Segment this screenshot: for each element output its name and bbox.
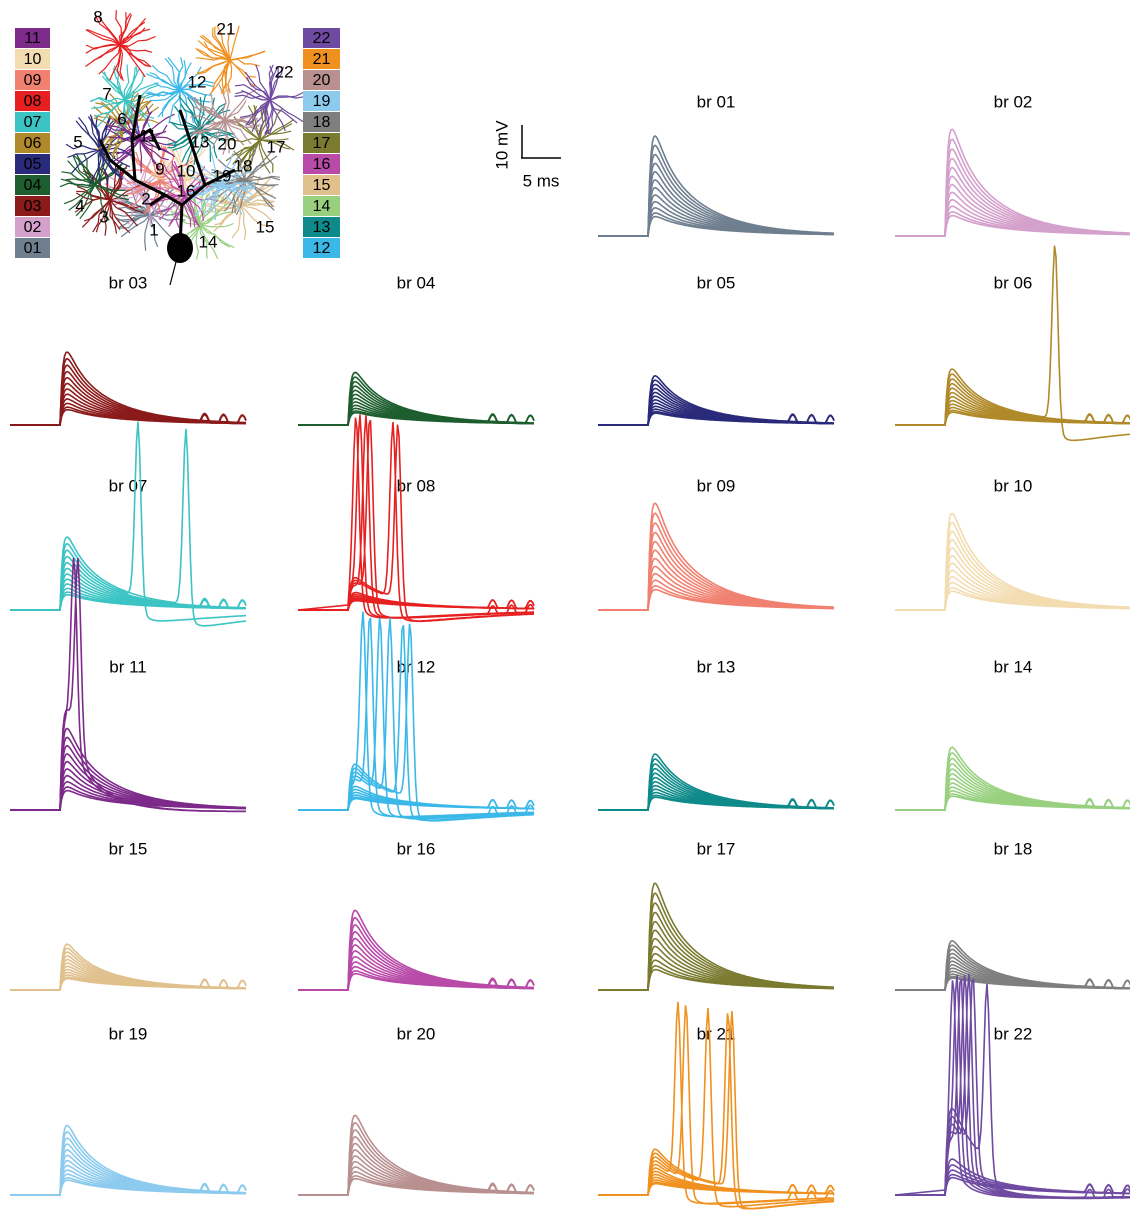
legend-label: 15	[313, 177, 331, 194]
panel-title: br 20	[397, 1024, 436, 1043]
legend-label: 02	[24, 219, 42, 236]
axon	[170, 262, 176, 285]
legend-label: 01	[24, 240, 42, 257]
legend-label: 18	[313, 114, 331, 131]
trace	[298, 414, 534, 617]
panel-title: br 19	[109, 1024, 148, 1043]
branch-label: 12	[188, 72, 207, 91]
trace	[895, 974, 1130, 1198]
dendrite	[225, 89, 256, 120]
branch-label: 3	[99, 207, 108, 226]
trace	[895, 980, 1130, 1198]
legend-label: 09	[24, 72, 42, 89]
panel-title: br 11	[109, 657, 147, 676]
trace	[298, 418, 534, 618]
branch-label: 5	[73, 132, 82, 151]
legend-label: 10	[24, 51, 42, 68]
legend-label: 14	[313, 198, 331, 215]
trace	[298, 593, 534, 611]
branch-label: 4	[75, 196, 84, 215]
trace	[298, 422, 534, 621]
legend-label: 03	[24, 198, 42, 215]
panel-title: br 22	[994, 1024, 1033, 1043]
dendrite	[66, 144, 100, 150]
panel-title: br 17	[697, 839, 736, 858]
branch-label: 14	[199, 232, 218, 251]
dendrite	[256, 65, 270, 100]
legend-label: 16	[313, 156, 331, 173]
panel-title: br 09	[697, 476, 736, 495]
panel-title: br 03	[109, 273, 148, 292]
panel-title: br 12	[397, 657, 436, 676]
trace	[895, 979, 1130, 1197]
trace	[598, 883, 834, 990]
trace	[298, 415, 534, 618]
branch-label: 22	[275, 62, 294, 81]
panel-title: br 15	[109, 839, 148, 858]
scale-voltage-label: 10 mV	[492, 120, 511, 170]
panel-title: br 10	[994, 476, 1033, 495]
legend-label: 20	[313, 72, 331, 89]
trace	[298, 420, 534, 618]
branch-label: 10	[177, 161, 196, 180]
dendrite	[99, 45, 120, 74]
legend-label: 04	[24, 177, 42, 194]
branch-label: 15	[256, 217, 275, 236]
panel-title: br 04	[397, 273, 436, 292]
panel-title: br 01	[697, 92, 736, 111]
panel-title: br 13	[697, 657, 736, 676]
legend-label: 22	[313, 30, 331, 47]
trace	[895, 979, 1130, 1198]
branch-label: 20	[218, 134, 237, 153]
legend-label: 11	[24, 30, 41, 47]
legend-label: 06	[24, 135, 42, 152]
panel-title: br 14	[994, 657, 1033, 676]
legend-label: 08	[24, 93, 42, 110]
branch-label: 16	[177, 181, 196, 200]
branch-label: 19	[213, 166, 232, 185]
trace	[895, 975, 1130, 1198]
branch-label: 1	[149, 220, 158, 239]
trace	[895, 984, 1130, 1199]
branch-label: 9	[155, 159, 164, 178]
branch-label: 21	[217, 19, 236, 38]
branch-label: 6	[117, 109, 126, 128]
trace	[298, 425, 534, 622]
legend-label: 13	[313, 219, 331, 236]
legend-label: 12	[313, 240, 331, 257]
panel-title: br 08	[397, 476, 436, 495]
legend-label: 05	[24, 156, 42, 173]
branch-label: 18	[234, 156, 253, 175]
legend-label: 21	[313, 51, 331, 68]
scale-time-label: 5 ms	[523, 171, 560, 190]
trace	[10, 422, 246, 621]
panel-title: br 06	[994, 273, 1033, 292]
legend-label: 19	[313, 93, 331, 110]
trace	[598, 503, 834, 610]
branch-label: 2	[141, 189, 150, 208]
soma	[167, 233, 193, 263]
panel-title: br 02	[994, 92, 1033, 111]
branch-label: 17	[267, 137, 286, 156]
branch-label: 8	[93, 7, 102, 26]
trace	[298, 624, 534, 821]
panel-title: br 16	[397, 839, 436, 858]
branch-label: 11	[139, 126, 157, 145]
legend-label: 17	[313, 135, 331, 152]
panel-title: br 05	[697, 273, 736, 292]
branch-label: 13	[191, 132, 210, 151]
legend-label: 07	[24, 114, 42, 131]
branch-label: 7	[102, 84, 111, 103]
figure: 10 mV 5 ms 11100908070605040302012221201…	[0, 0, 1130, 1219]
panel-title: br 18	[994, 839, 1033, 858]
trace	[895, 976, 1130, 1198]
